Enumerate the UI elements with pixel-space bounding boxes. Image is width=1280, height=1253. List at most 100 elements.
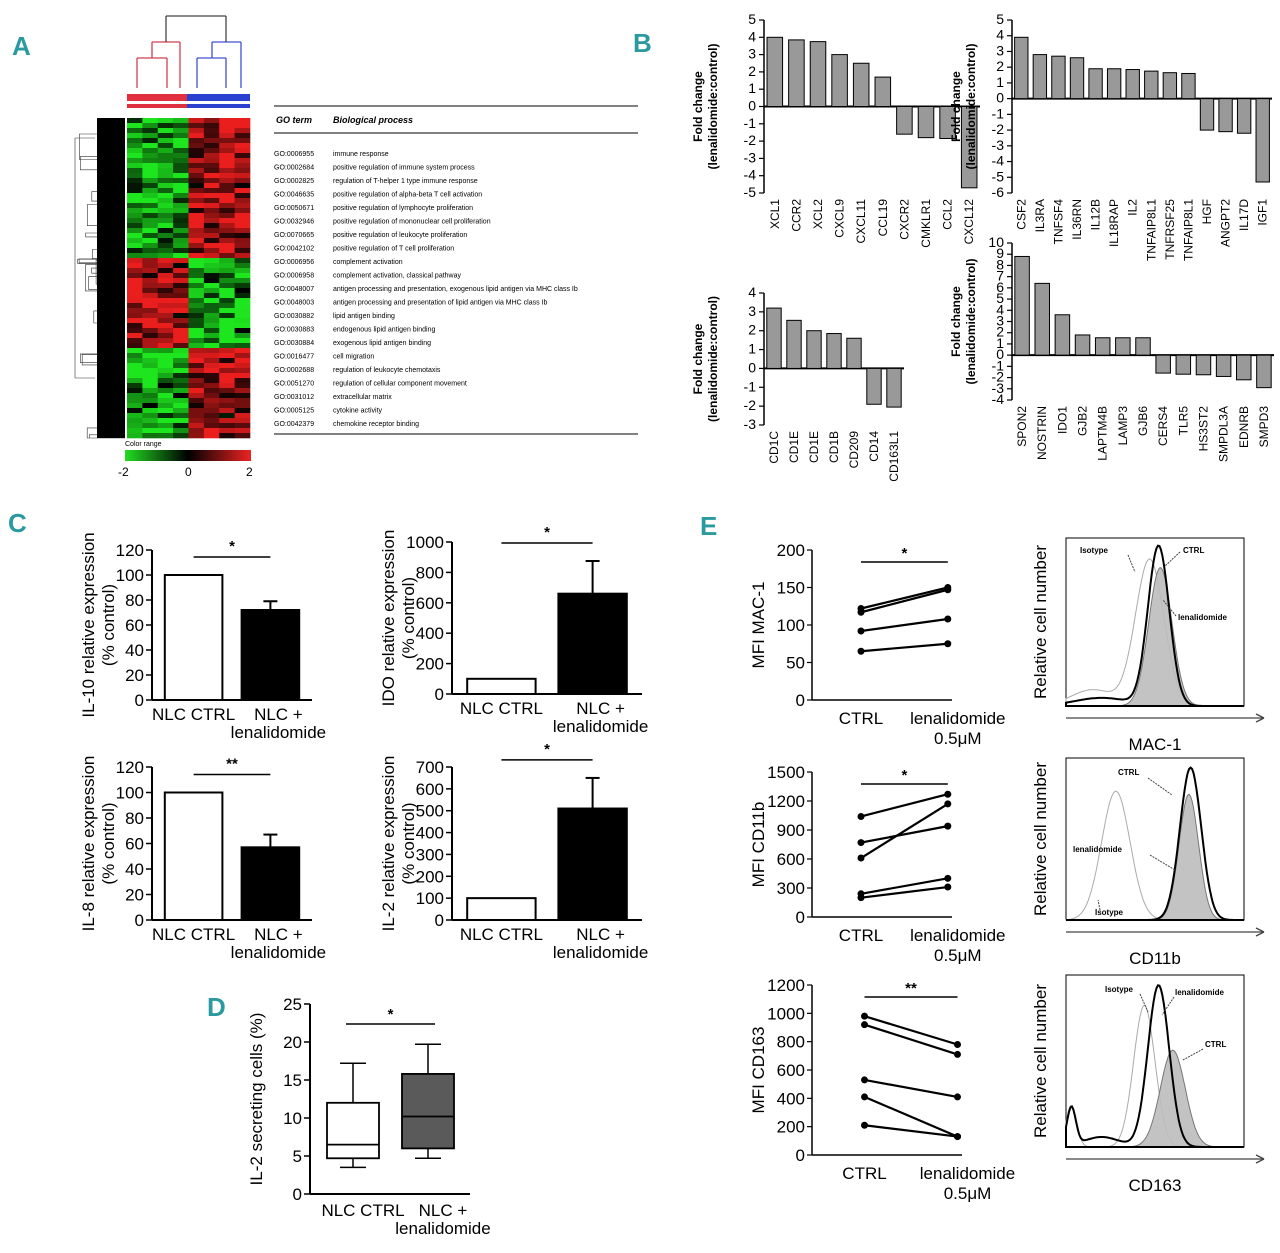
- heatmap-cell: [234, 303, 251, 309]
- heatmap-cell: [157, 378, 174, 384]
- y-axis-title: Fold change(lenalidomide:control): [949, 258, 978, 384]
- heatmap-cell: [219, 338, 235, 344]
- heatmap-cell: [142, 248, 159, 254]
- heatmap-cell: [157, 218, 174, 224]
- y-tick-label: 1: [996, 335, 1004, 351]
- heatmap-cell: [142, 163, 159, 169]
- heatmap-cell: [157, 288, 174, 294]
- heatmap-cell: [188, 393, 205, 399]
- x-category-label: lenalidomide: [231, 943, 326, 962]
- heatmap-cell: [157, 138, 174, 144]
- heatmap-cell: [173, 433, 189, 439]
- go-term-id: GO:0030884: [274, 340, 314, 347]
- heatmap-cell: [173, 263, 189, 269]
- histogram-label: Isotype: [1095, 908, 1124, 917]
- y-axis-title: IDO relative expression(% control): [379, 530, 418, 707]
- x-category-label: lenalidomide: [910, 926, 1005, 945]
- histogram-label: lenalidomide: [1175, 988, 1224, 997]
- y-axis-title: Relative cell number: [1031, 984, 1050, 1138]
- y-tick-label: 10: [988, 234, 1004, 250]
- y-tick-label: 5: [293, 1147, 302, 1166]
- heatmap-cell: [188, 203, 205, 209]
- bar: [886, 367, 902, 408]
- heatmap-cell: [188, 193, 205, 199]
- histogram-cd163: Isotype lenalidomide CTRL CD163 Relative cel…: [1031, 974, 1265, 1195]
- heatmap-cell: [157, 398, 174, 404]
- bar: [826, 333, 842, 369]
- heatmap-cell: [173, 353, 189, 359]
- heatmap-cell: [188, 328, 205, 334]
- heatmap-cell: [157, 243, 174, 249]
- heatmap-cell: [188, 293, 205, 299]
- heatmap-cell: [203, 183, 220, 189]
- heatmap-cell: [234, 248, 251, 254]
- go-term-process: endogenous lipid antigen binding: [333, 327, 435, 334]
- heatmap-cell: [203, 268, 220, 274]
- chart-c-il8: 0 20 40 60 80 100 120 ** NLC CTRL NLC +lenalidomi…: [79, 756, 326, 963]
- heatmap-cell: [219, 358, 235, 364]
- heatmap-cell: [142, 228, 159, 234]
- category-label: CMKLR1: [919, 199, 933, 248]
- x-category-label: NLC CTRL: [321, 1201, 404, 1220]
- heatmap-cell: [219, 408, 235, 414]
- heatmap-cell: [203, 168, 220, 174]
- go-term-process: complement activation: [333, 259, 403, 266]
- y-tick-label: 4: [748, 284, 756, 300]
- heatmap-cell: [157, 393, 174, 399]
- color-range-tick-low: -2: [118, 465, 129, 479]
- x-category-label: 0.5μM: [944, 1184, 992, 1203]
- heatmap-cell: [127, 278, 143, 284]
- heatmap-cell: [142, 278, 159, 284]
- heatmap-cell: [173, 288, 189, 294]
- y-axis-title-line2: (lenalidomide:control): [706, 296, 720, 422]
- bar: [1215, 354, 1232, 377]
- y-tick-label: 0: [135, 911, 144, 930]
- heatmap-cell: [203, 303, 220, 309]
- heatmap-cell: [157, 143, 174, 149]
- heatmap-cell: [142, 173, 159, 179]
- heatmap-cell: [127, 308, 143, 314]
- data-point: [954, 1093, 961, 1101]
- y-tick-label: 100: [416, 889, 444, 908]
- heatmap-cell: [142, 133, 159, 139]
- category-label: HGF: [1200, 199, 1214, 224]
- category-label: SMPD3: [1257, 406, 1271, 448]
- heatmap-cell: [127, 323, 143, 329]
- y-tick-label: 7: [996, 268, 1004, 284]
- y-tick-label: 800: [777, 1033, 805, 1052]
- heatmap-cell: [219, 353, 235, 359]
- histogram-mac1: Isotype CTRL lenalidomide MAC-1 Relative cel…: [1031, 537, 1265, 754]
- heatmap-cell: [157, 168, 174, 174]
- heatmap-cell: [157, 198, 174, 204]
- heatmap-cell: [157, 238, 174, 244]
- heatmap-cell: [234, 143, 251, 149]
- heatmap-cell: [127, 273, 143, 279]
- heatmap-cell: [234, 338, 251, 344]
- heatmap-cell: [173, 168, 189, 174]
- heatmap-cell: [127, 163, 143, 169]
- heatmap-cell: [157, 343, 174, 349]
- heatmap-cell: [127, 208, 143, 214]
- histogram-label-leader: [1097, 899, 1101, 911]
- heatmap-cell: [219, 193, 235, 199]
- heatmap-cell: [173, 408, 189, 414]
- plot-frame: [1065, 757, 1245, 921]
- x-category-label: CTRL: [839, 926, 883, 945]
- go-term-process: chemokine receptor binding: [333, 421, 419, 428]
- heatmap-cell: [188, 128, 205, 134]
- y-tick-label: 20: [125, 886, 144, 905]
- color-range-bar: [125, 450, 251, 461]
- category-label: IDO1: [1055, 406, 1069, 434]
- heatmap-cell: [157, 363, 174, 369]
- data-point: [857, 854, 865, 862]
- histogram-label-leader: [1127, 554, 1136, 573]
- data-point: [944, 640, 952, 648]
- y-axis-title-line2: (% control): [99, 802, 118, 884]
- heatmap-cell: [173, 313, 189, 319]
- control-group-bar-2: [127, 104, 187, 108]
- heatmap-cell: [234, 373, 251, 379]
- y-tick-label: 800: [416, 563, 444, 582]
- y-axis-title-line2: (lenalidomide:control): [706, 43, 720, 169]
- heatmap-cell: [127, 223, 143, 229]
